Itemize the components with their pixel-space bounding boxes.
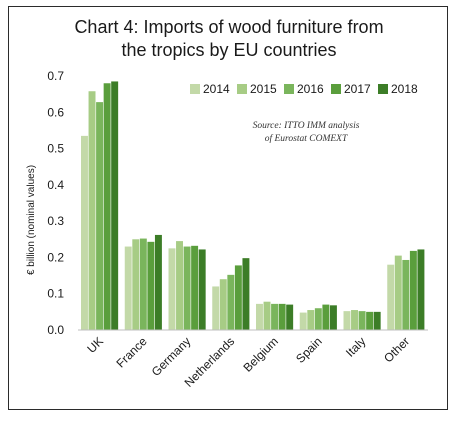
bar-france-2014 [124, 246, 132, 330]
x-tick-label: Belgium [240, 334, 281, 375]
y-axis-ticks: 0.0 0.1 0.2 0.3 0.4 0.5 0.6 0.7 [47, 69, 64, 337]
bar-netherlands-2018 [242, 258, 250, 330]
bar-spain-2018 [329, 305, 337, 330]
y-tick-label: 0.0 [47, 323, 64, 337]
legend-label-2014: 2014 [203, 82, 230, 96]
bar-other-2014 [387, 264, 395, 330]
bars [81, 81, 425, 331]
bar-germany-2018 [198, 249, 206, 330]
y-tick-label: 0.5 [47, 142, 64, 156]
bar-france-2018 [154, 234, 162, 330]
bar-italy-2017 [366, 311, 374, 330]
legend: 2014 2015 2016 2017 2018 [190, 82, 418, 96]
bar-spain-2016 [314, 308, 322, 330]
chart-title-prefix: Chart 4 [74, 17, 134, 37]
x-tick-label: France [113, 334, 150, 371]
legend-swatch-2015 [237, 84, 247, 94]
bar-italy-2015 [351, 310, 358, 330]
legend-swatch-2016 [284, 84, 294, 94]
y-tick-label: 0.4 [47, 178, 64, 192]
bar-germany-2015 [176, 241, 183, 330]
legend-label-2015: 2015 [250, 82, 277, 96]
source-note-line1: Source: ITTO IMM analysis [253, 121, 360, 131]
chart-title-line2: the tropics by EU countries [121, 40, 337, 60]
bar-france-2017 [147, 241, 155, 330]
chart-title-rest: : Imports of wood furniture from [133, 17, 384, 37]
bar-germany-2014 [168, 248, 176, 330]
bar-other-2018 [417, 249, 425, 330]
bar-germany-2016 [183, 246, 191, 330]
bar-uk-2018 [111, 81, 119, 330]
bar-netherlands-2015 [219, 279, 227, 330]
legend-label-2018: 2018 [391, 82, 418, 96]
x-tick-label: Spain [293, 334, 325, 366]
bar-spain-2017 [322, 304, 330, 330]
legend-label-2017: 2017 [344, 82, 371, 96]
bar-netherlands-2014 [212, 286, 220, 330]
bar-italy-2014 [343, 311, 351, 330]
legend-swatch-2018 [378, 84, 388, 94]
legend-label-2016: 2016 [297, 82, 324, 96]
y-tick-label: 0.1 [47, 287, 64, 301]
bar-netherlands-2016 [227, 274, 235, 330]
bar-uk-2016 [96, 102, 104, 330]
x-tick-label: Other [381, 334, 412, 365]
bar-other-2015 [394, 255, 402, 330]
bar-belgium-2015 [263, 301, 271, 330]
bar-italy-2016 [358, 311, 366, 330]
bar-uk-2017 [103, 83, 111, 330]
bar-netherlands-2017 [234, 265, 242, 330]
y-axis-label: € billion (nominal values) [26, 165, 37, 275]
bar-france-2015 [132, 239, 140, 330]
bar-france-2016 [139, 238, 147, 330]
bar-belgium-2017 [278, 303, 286, 330]
chart-title: Chart 4: Imports of wood furniture from … [0, 16, 458, 62]
bar-spain-2015 [307, 310, 315, 330]
source-note-line2: of Eurostat COMEXT [265, 133, 348, 144]
bar-belgium-2014 [256, 303, 263, 330]
legend-swatch-2017 [331, 84, 341, 94]
bar-other-2016 [402, 259, 410, 330]
legend-swatch-2014 [190, 84, 200, 94]
bar-other-2017 [409, 250, 417, 330]
x-tick-label: Germany [149, 334, 194, 379]
bar-uk-2015 [88, 91, 96, 331]
bar-uk-2014 [81, 135, 88, 330]
bar-spain-2014 [299, 312, 307, 330]
y-tick-label: 0.2 [47, 250, 64, 264]
bar-germany-2017 [191, 245, 199, 330]
bar-belgium-2016 [271, 303, 279, 330]
x-tick-label: Italy [343, 334, 368, 359]
y-tick-label: 0.7 [47, 69, 64, 83]
y-tick-label: 0.3 [47, 214, 64, 228]
bar-italy-2018 [373, 311, 381, 330]
x-tick-label: UK [84, 334, 106, 356]
bar-belgium-2018 [286, 304, 294, 330]
y-tick-label: 0.6 [47, 105, 64, 119]
